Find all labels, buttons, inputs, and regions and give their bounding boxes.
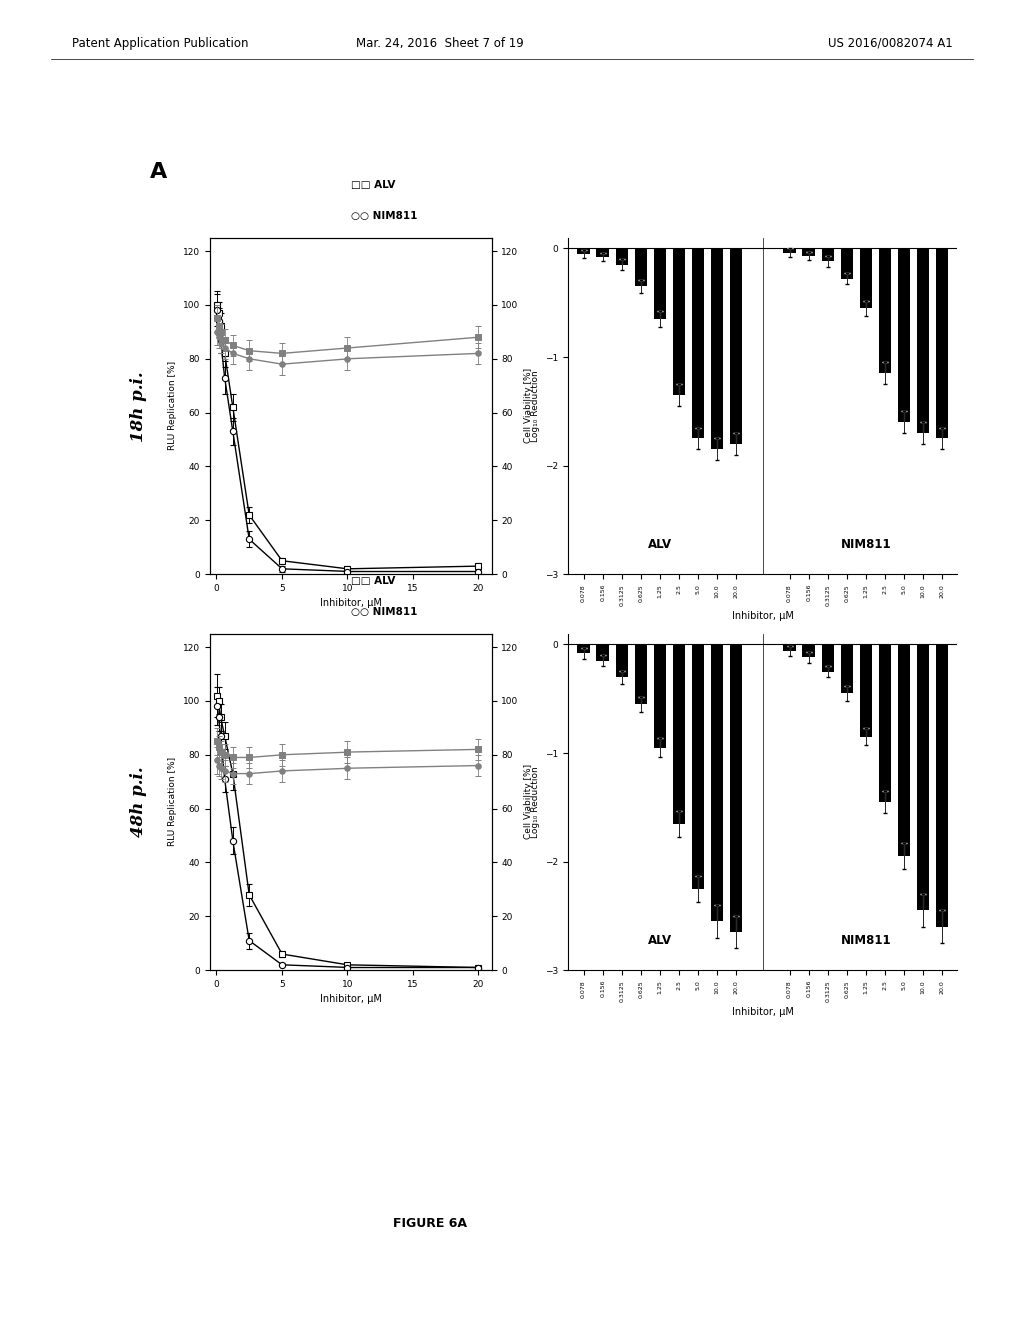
Bar [615, 248, 628, 265]
Bar [596, 248, 609, 257]
Text: US 2016/0082074 A1: US 2016/0082074 A1 [827, 37, 952, 50]
Bar [653, 644, 666, 747]
Text: NIM811: NIM811 [841, 933, 891, 946]
Bar [653, 248, 666, 319]
Bar [673, 644, 685, 824]
Text: ○○ NIM811: ○○ NIM811 [350, 211, 417, 220]
Y-axis label: Log₁₀ Reduction: Log₁₀ Reduction [530, 766, 540, 838]
Bar [936, 644, 948, 927]
Bar [783, 248, 796, 253]
X-axis label: Inhibitor, μM: Inhibitor, μM [732, 1007, 794, 1018]
Bar [673, 248, 685, 395]
Bar [841, 248, 853, 279]
X-axis label: Inhibitor, μM: Inhibitor, μM [319, 598, 382, 609]
Y-axis label: RLU Replication [%]: RLU Replication [%] [168, 362, 177, 450]
Bar [898, 248, 910, 422]
Bar [860, 644, 872, 737]
Text: NIM811: NIM811 [841, 537, 891, 550]
Bar [578, 248, 590, 253]
Bar [916, 644, 930, 911]
Bar [803, 644, 815, 657]
Bar [821, 644, 834, 672]
Y-axis label: Log₁₀ Reduction: Log₁₀ Reduction [530, 370, 540, 442]
Bar [596, 644, 609, 661]
Bar [578, 644, 590, 653]
Text: FIGURE 6A: FIGURE 6A [393, 1217, 467, 1230]
Bar [841, 644, 853, 693]
Y-axis label: RLU Replication [%]: RLU Replication [%] [168, 758, 177, 846]
Bar [692, 644, 705, 888]
Text: Mar. 24, 2016  Sheet 7 of 19: Mar. 24, 2016 Sheet 7 of 19 [356, 37, 524, 50]
Text: □□ ALV: □□ ALV [350, 181, 395, 190]
X-axis label: Inhibitor, μM: Inhibitor, μM [319, 994, 382, 1005]
Bar [916, 248, 930, 433]
Y-axis label: Cell Viability [%]: Cell Viability [%] [524, 764, 534, 840]
Bar [711, 248, 723, 449]
X-axis label: Inhibitor, μM: Inhibitor, μM [732, 611, 794, 622]
Text: A: A [151, 161, 167, 182]
Bar [860, 248, 872, 308]
Bar [635, 644, 647, 704]
Text: □□ ALV: □□ ALV [350, 577, 395, 586]
Bar [692, 248, 705, 438]
Bar [821, 248, 834, 261]
Text: ALV: ALV [648, 933, 672, 946]
Text: ○○ NIM811: ○○ NIM811 [350, 607, 417, 616]
Bar [803, 248, 815, 256]
Bar [635, 248, 647, 286]
Bar [898, 644, 910, 857]
Text: 18h p.i.: 18h p.i. [130, 371, 146, 442]
Y-axis label: Cell Viability [%]: Cell Viability [%] [524, 368, 534, 444]
Bar [879, 644, 891, 801]
Text: Patent Application Publication: Patent Application Publication [72, 37, 248, 50]
Bar [936, 248, 948, 438]
Bar [711, 644, 723, 921]
Text: 48h p.i.: 48h p.i. [130, 766, 146, 837]
Bar [730, 248, 742, 444]
Text: ALV: ALV [648, 537, 672, 550]
Bar [615, 644, 628, 677]
Bar [730, 644, 742, 932]
Bar [879, 248, 891, 374]
Bar [783, 644, 796, 651]
